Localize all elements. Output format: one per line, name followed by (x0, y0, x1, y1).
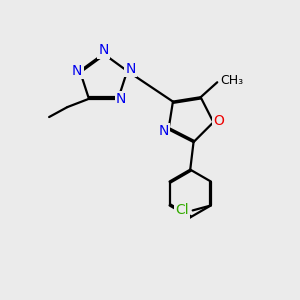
Text: CH₃: CH₃ (220, 74, 244, 87)
Text: N: N (158, 124, 169, 138)
Text: O: O (213, 114, 224, 128)
Text: N: N (125, 62, 136, 76)
Text: Cl: Cl (175, 203, 189, 218)
Text: N: N (72, 64, 83, 78)
Text: N: N (98, 44, 109, 58)
Text: N: N (116, 92, 126, 106)
